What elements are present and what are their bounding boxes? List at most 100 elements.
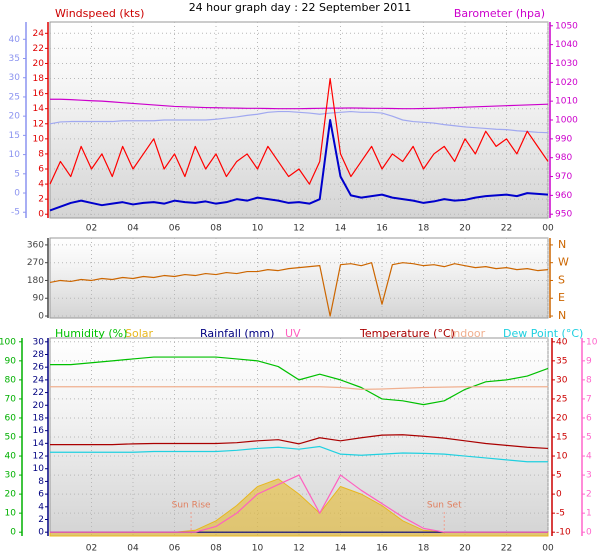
y-tick-label: 4	[586, 452, 592, 462]
legend-entry: Dew Point (°C)	[503, 327, 583, 340]
y-tick-label: 16	[33, 89, 45, 99]
series-line	[49, 77, 549, 185]
y-tick-label: -5	[556, 509, 565, 519]
y-tick-label: 0	[10, 528, 16, 538]
y-tick-label: 8	[38, 477, 44, 487]
y-tick-label: 1030	[555, 59, 578, 69]
y-tick-label: 12	[33, 119, 44, 129]
y-tick-label: 25	[556, 394, 567, 404]
y-tick-label: 2	[586, 490, 592, 500]
y-tick-label: 22	[33, 388, 44, 398]
y-tick-label: 10	[9, 150, 21, 160]
legend-entry: Solar	[125, 327, 154, 340]
legend-entry: Rainfall (mm)	[200, 327, 274, 340]
y2-axis-title: Barometer (hpa)	[454, 7, 545, 20]
y-tick-label: 0	[38, 210, 44, 220]
y-tick-label: 1000	[555, 116, 578, 126]
y-tick-label: 40	[5, 452, 17, 462]
y-tick-label: 360	[27, 240, 44, 250]
y-tick-label: 6	[586, 413, 592, 423]
y-tick-label: 90	[33, 294, 45, 304]
y-tick-label: 4	[38, 180, 44, 190]
y-tick-label: 40	[556, 337, 568, 347]
legend-entry: Temperature (°C)	[359, 327, 455, 340]
y-tick-label: 20	[33, 59, 45, 69]
y-tick-label: 20	[5, 490, 17, 500]
y-tick-label: 5	[586, 433, 592, 443]
y-axis-title: Windspeed (kts)	[55, 7, 144, 20]
x-tick-label: 12	[293, 224, 304, 234]
y-tick-label: 26	[33, 363, 45, 373]
series-line	[50, 474, 548, 533]
y-tick-label: 6	[38, 165, 44, 175]
y-tick-label: 80	[5, 375, 17, 385]
y-tick-label: -10	[556, 528, 571, 538]
y-tick-label: 0	[38, 528, 44, 538]
annotation: Sun Set	[427, 501, 462, 511]
y-tick-label: 60	[5, 413, 17, 423]
x-tick-label: 18	[418, 224, 430, 234]
y-tick-label: 22	[33, 44, 44, 54]
legend-entry: Humidity (%)	[55, 327, 127, 340]
x-tick-label: 12	[293, 544, 304, 554]
y-tick-label: 1050	[555, 21, 578, 31]
series-line	[49, 110, 549, 134]
annotation: Sun Rise	[172, 501, 211, 511]
y-tick-label: 0	[14, 189, 20, 199]
y-tick-label: 990	[555, 134, 572, 144]
y-tick-label: 1020	[555, 78, 578, 88]
y-tick-label: 10	[33, 464, 45, 474]
y-tick-label: 3	[586, 471, 592, 481]
y-tick-label: 10	[33, 134, 45, 144]
y-tick-label: 18	[33, 413, 45, 423]
x-tick-label: 20	[459, 224, 471, 234]
y-tick-label: 4	[38, 502, 44, 512]
y-tick-label: 30	[556, 375, 568, 385]
x-tick-label: 20	[459, 544, 471, 554]
x-tick-label: 02	[86, 224, 97, 234]
y-tick-label: 16	[33, 426, 45, 436]
y-tick-label: 14	[33, 104, 45, 114]
y-tick-label: 0	[586, 528, 592, 538]
y-tick-label: 970	[555, 172, 572, 182]
title: 24 hour graph day : 22 September 2011	[189, 1, 412, 14]
x-tick-label: 06	[169, 544, 181, 554]
y-tick-label: 5	[556, 471, 562, 481]
y-tick-label: 20	[33, 401, 45, 411]
y-tick-label: 50	[5, 433, 17, 443]
x-tick-label: 04	[127, 224, 139, 234]
y-tick-label: 10	[556, 452, 568, 462]
y-tick-label: 15	[556, 433, 567, 443]
y-tick-label: W	[558, 256, 569, 269]
x-tick-label: 14	[335, 224, 347, 234]
x-tick-label: 08	[210, 544, 222, 554]
y-tick-label: 28	[33, 350, 45, 360]
y-tick-label: 7	[586, 394, 592, 404]
y-tick-label: 24	[33, 375, 45, 385]
y-tick-label: 12	[33, 452, 44, 462]
y-tick-label: 100	[0, 337, 16, 347]
y-tick-label: 180	[27, 276, 44, 286]
y-tick-label: S	[558, 273, 565, 286]
y-tick-label: 1010	[555, 97, 578, 107]
series-line	[50, 98, 549, 110]
y-tick-label: 10	[586, 337, 598, 347]
x-tick-label: 22	[501, 224, 512, 234]
y-tick-label: 1040	[555, 40, 578, 50]
y-tick-label: N	[558, 238, 566, 251]
series-line	[50, 445, 548, 463]
y-tick-label: 90	[5, 356, 17, 366]
x-tick-label: 02	[86, 544, 97, 554]
y-tick-label: 10	[5, 509, 17, 519]
y-tick-label: 0	[38, 312, 44, 322]
y-tick-label: 0	[556, 490, 562, 500]
x-tick-label: 06	[169, 224, 181, 234]
y-tick-label: N	[558, 309, 566, 322]
y-tick-label: 6	[38, 490, 44, 500]
x-tick-label: 04	[127, 544, 139, 554]
y-tick-label: 2	[38, 195, 44, 205]
y-tick-label: 270	[27, 258, 44, 268]
series-line	[50, 386, 548, 391]
series-line	[50, 434, 549, 450]
y-tick-label: 960	[555, 191, 572, 201]
